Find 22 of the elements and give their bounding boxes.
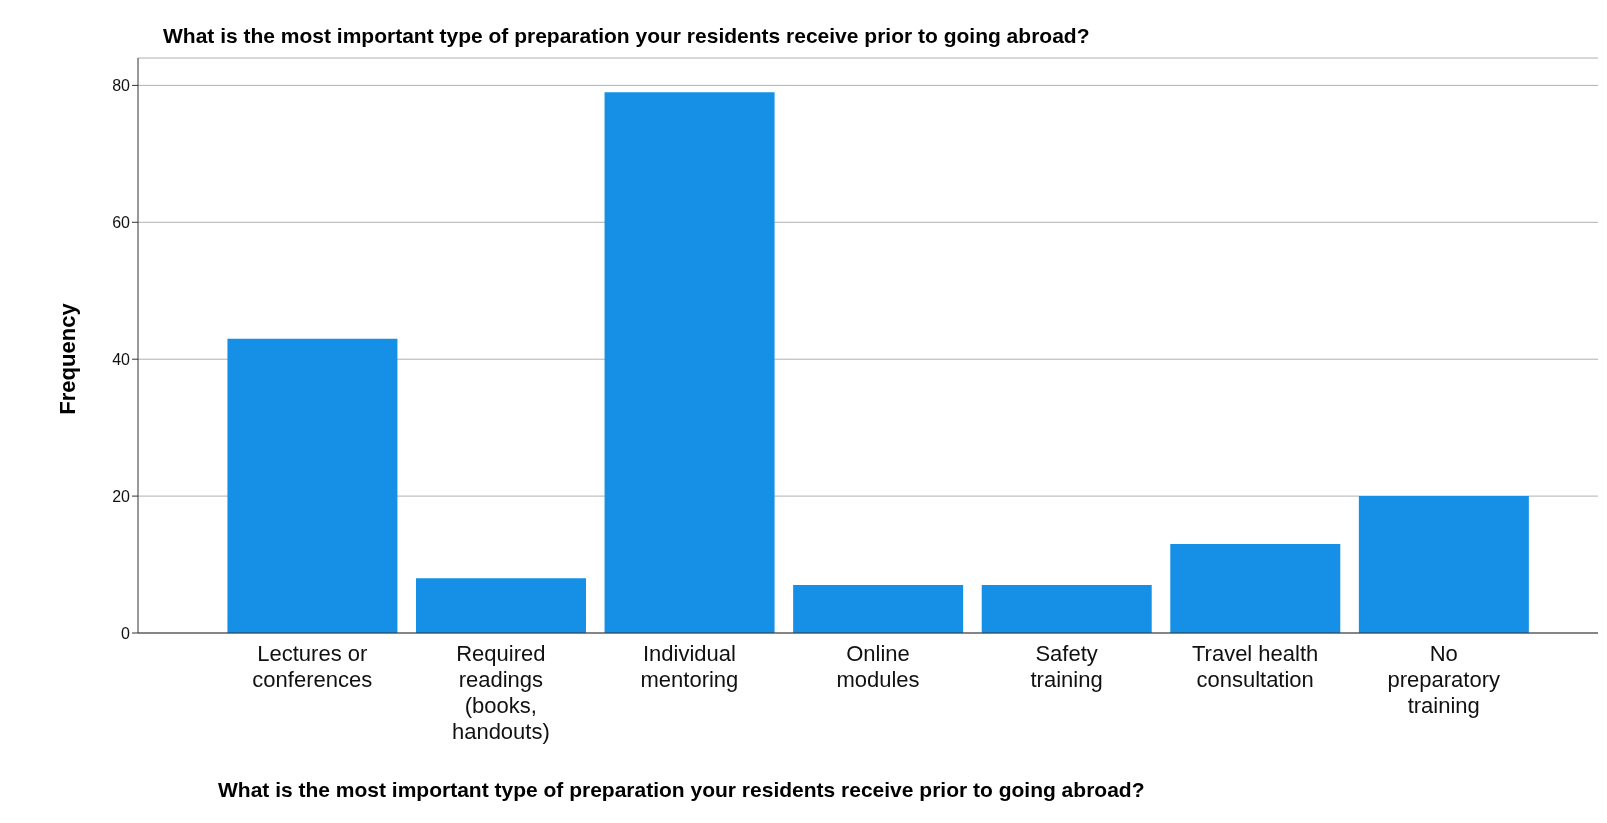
x-tick-label: Safety training — [1030, 641, 1103, 692]
x-tick-label: Travel health consultation — [1191, 641, 1319, 692]
x-axis-title: What is the most important type of preparation your residents receive prior to going abroad? — [218, 778, 1145, 802]
y-tick-label: 60 — [112, 213, 131, 231]
x-tick-label: Required readings (books, handouts) — [451, 641, 550, 744]
y-tick-label: 0 — [121, 624, 131, 642]
y-tick-label: 20 — [112, 487, 131, 505]
bar — [604, 92, 775, 633]
bar — [793, 585, 964, 633]
bar — [227, 338, 398, 633]
x-tick-label: Lectures or conferences — [252, 641, 373, 692]
x-tick-label: Online modules — [836, 641, 920, 692]
y-axis-title: Frequency — [55, 302, 81, 415]
bar — [416, 578, 586, 633]
chart-title: What is the most important type of preparation your residents receive prior to going abroad? — [163, 24, 1090, 48]
bar — [981, 585, 1152, 633]
bar — [1358, 496, 1529, 633]
y-tick-label: 40 — [112, 350, 131, 368]
bar — [1170, 544, 1341, 633]
x-tick-label: Individual mentoring — [640, 641, 739, 692]
y-tick-label: 80 — [112, 77, 131, 95]
x-tick-label: No preparatory training — [1387, 641, 1500, 718]
